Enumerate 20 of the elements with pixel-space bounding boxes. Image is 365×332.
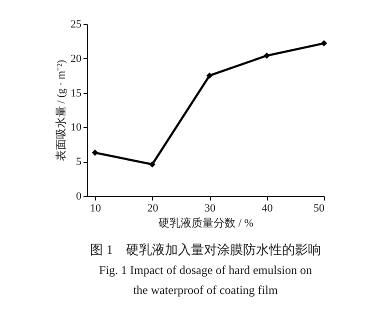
y-tick-label: 15 bbox=[70, 87, 82, 100]
point bbox=[206, 72, 213, 79]
x-tick-label: 30 bbox=[204, 202, 216, 214]
y-tick-label: 0 bbox=[76, 190, 82, 202]
point bbox=[92, 149, 98, 156]
x-tick-label: 50 bbox=[314, 202, 325, 214]
x-tick-label: 20 bbox=[147, 202, 159, 214]
point bbox=[264, 52, 270, 59]
x-axis-title: 硬乳液质量分数 / % bbox=[158, 216, 254, 230]
y-tick-label: 10 bbox=[70, 122, 82, 134]
point bbox=[149, 161, 156, 168]
text: Fig. 1 Impact of dosage of hard emulsion on the waterproof of coating film bbox=[99, 263, 312, 297]
y-tick-label: 20 bbox=[70, 52, 82, 65]
point bbox=[320, 40, 328, 46]
text: 图 1 硬乳液加入量对涂膜防水性的影响 bbox=[90, 242, 321, 257]
y-tick-label: 5 bbox=[76, 156, 82, 168]
y-tick-label: 25 bbox=[70, 18, 82, 30]
y-axis-title: 表面吸水量 / (g · m⁻²) bbox=[54, 59, 68, 162]
x-tick-label: 10 bbox=[90, 202, 102, 214]
x-tick-label: 40 bbox=[262, 202, 274, 214]
